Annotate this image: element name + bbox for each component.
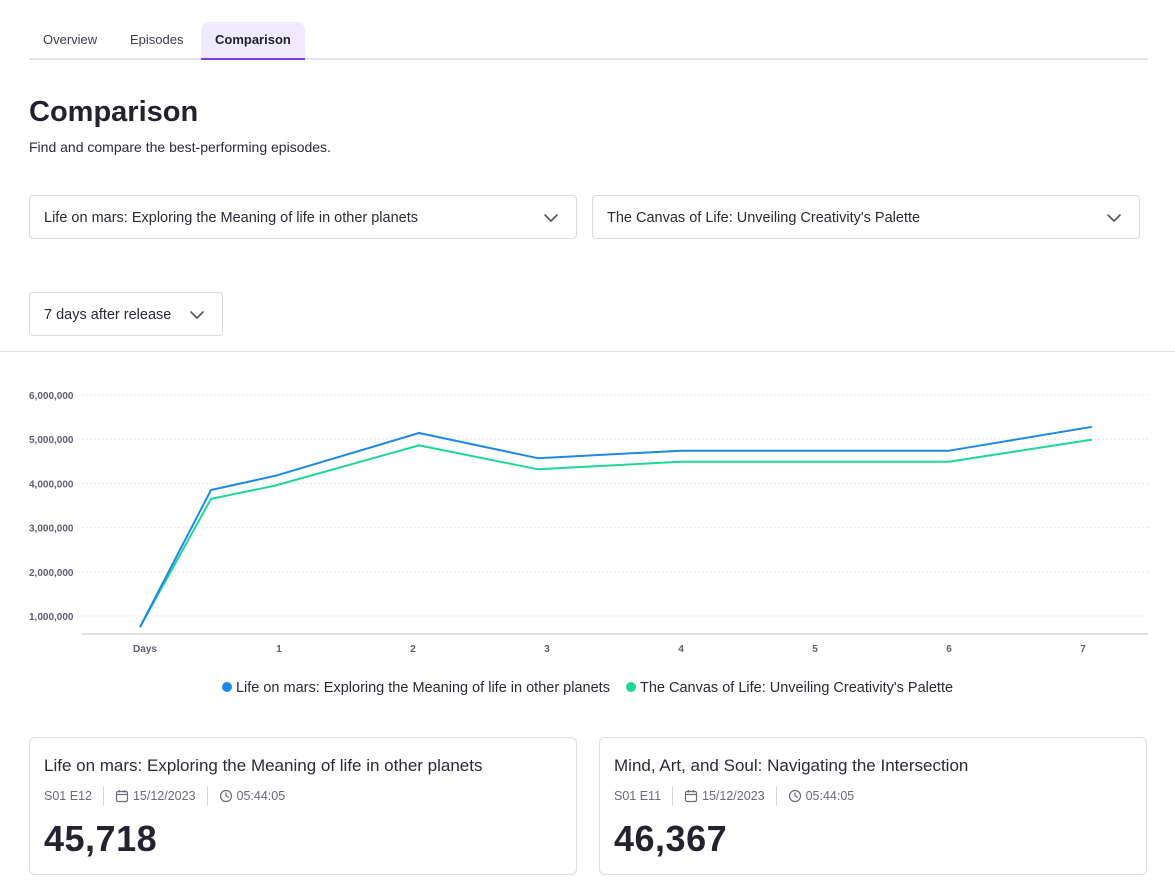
episode-number: S01 E12 — [44, 789, 92, 803]
episode-duration: 05:44:05 — [206, 786, 297, 806]
episode-b-select[interactable]: The Canvas of Life: Unveiling Creativity… — [592, 195, 1140, 239]
x-tick-label: 5 — [812, 644, 818, 655]
y-tick-label: 3,000,000 — [29, 524, 74, 535]
y-tick-label: 1,000,000 — [29, 612, 74, 623]
y-tick-label: 6,000,000 — [29, 391, 74, 402]
episode-duration-value: 05:44:05 — [805, 789, 855, 803]
clock-icon — [788, 789, 801, 803]
x-tick-label: Days — [133, 644, 157, 655]
legend-item-series-a[interactable]: Life on mars: Exploring the Meaning of l… — [221, 680, 610, 696]
legend-dot-series-a — [221, 682, 232, 692]
clock-icon — [219, 789, 232, 803]
episode-duration-value: 05:44:05 — [236, 789, 286, 803]
episode-a-select-value: Life on mars: Exploring the Meaning of l… — [44, 210, 418, 226]
x-tick-label: 1 — [276, 644, 282, 655]
tab-episodes[interactable]: Episodes — [130, 32, 184, 47]
chevron-down-icon — [544, 214, 558, 222]
tab-overview[interactable]: Overview — [43, 32, 98, 47]
episode-duration: 05:44:05 — [775, 786, 866, 806]
episode-card-value: 46,367 — [614, 818, 728, 859]
episode-date-value: 15/12/2023 — [132, 789, 196, 803]
episode-a-select[interactable]: Life on mars: Exploring the Meaning of l… — [29, 195, 577, 239]
period-select-value: 7 days after release — [44, 307, 172, 323]
x-tick-label: 3 — [544, 644, 550, 655]
episode-date-value: 15/12/2023 — [702, 789, 765, 803]
legend-dot-series-b — [625, 682, 636, 692]
episode-card[interactable]: Mind, Art, and Soul: Navigating the Inte… — [599, 737, 1147, 875]
x-tick-label: 6 — [946, 644, 952, 655]
episode-card-meta: S01 E11 15/12/2023 05:44:05 — [614, 786, 865, 806]
episode-card[interactable]: Life on mars: Exploring the Meaning of l… — [29, 737, 577, 875]
x-tick-label: 2 — [410, 644, 416, 655]
episode-number: S01 E11 — [614, 789, 662, 803]
y-tick-label: 5,000,000 — [29, 435, 74, 446]
episode-b-select-value: The Canvas of Life: Unveiling Creativity… — [607, 210, 921, 226]
series-line-a — [139, 425, 1093, 628]
tab-comparison[interactable]: Comparison — [201, 22, 305, 60]
chevron-down-icon — [190, 311, 204, 319]
y-tick-label: 2,000,000 — [29, 568, 74, 579]
comparison-line-chart: 6,000,000 5,000,000 4,000,000 3,000,000 2,00… — [29, 391, 1148, 655]
episode-card-meta: S01 E12 15/12/2023 05:44:05 — [44, 786, 296, 806]
episode-card-title: Mind, Art, and Soul: Navigating the Inte… — [614, 756, 969, 775]
episode-card-title: Life on mars: Exploring the Meaning of l… — [44, 756, 483, 775]
chevron-down-icon — [1107, 214, 1121, 222]
series-line-b — [139, 438, 1093, 628]
episode-card-value: 45,718 — [44, 818, 158, 859]
calendar-icon — [684, 790, 698, 803]
tab-bar: Overview Episodes Comparison — [29, 22, 1148, 60]
section-divider — [0, 351, 1175, 352]
x-tick-label: 4 — [678, 644, 684, 655]
x-tick-label: 7 — [1080, 644, 1086, 655]
calendar-icon — [115, 790, 129, 803]
episode-date: 15/12/2023 — [102, 786, 207, 806]
page-title: Comparison — [29, 96, 199, 128]
legend-label-series-b: The Canvas of Life: Unveiling Creativity… — [639, 680, 954, 696]
page-subtitle: Find and compare the best-performing epi… — [29, 139, 331, 155]
period-select[interactable]: 7 days after release — [29, 292, 223, 336]
chart-legend: Life on mars: Exploring the Meaning of l… — [0, 680, 1175, 696]
legend-item-series-b[interactable]: The Canvas of Life: Unveiling Creativity… — [625, 680, 954, 696]
episode-date: 15/12/2023 — [672, 786, 776, 806]
legend-label-series-a: Life on mars: Exploring the Meaning of l… — [235, 680, 610, 696]
y-tick-label: 4,000,000 — [29, 479, 74, 490]
